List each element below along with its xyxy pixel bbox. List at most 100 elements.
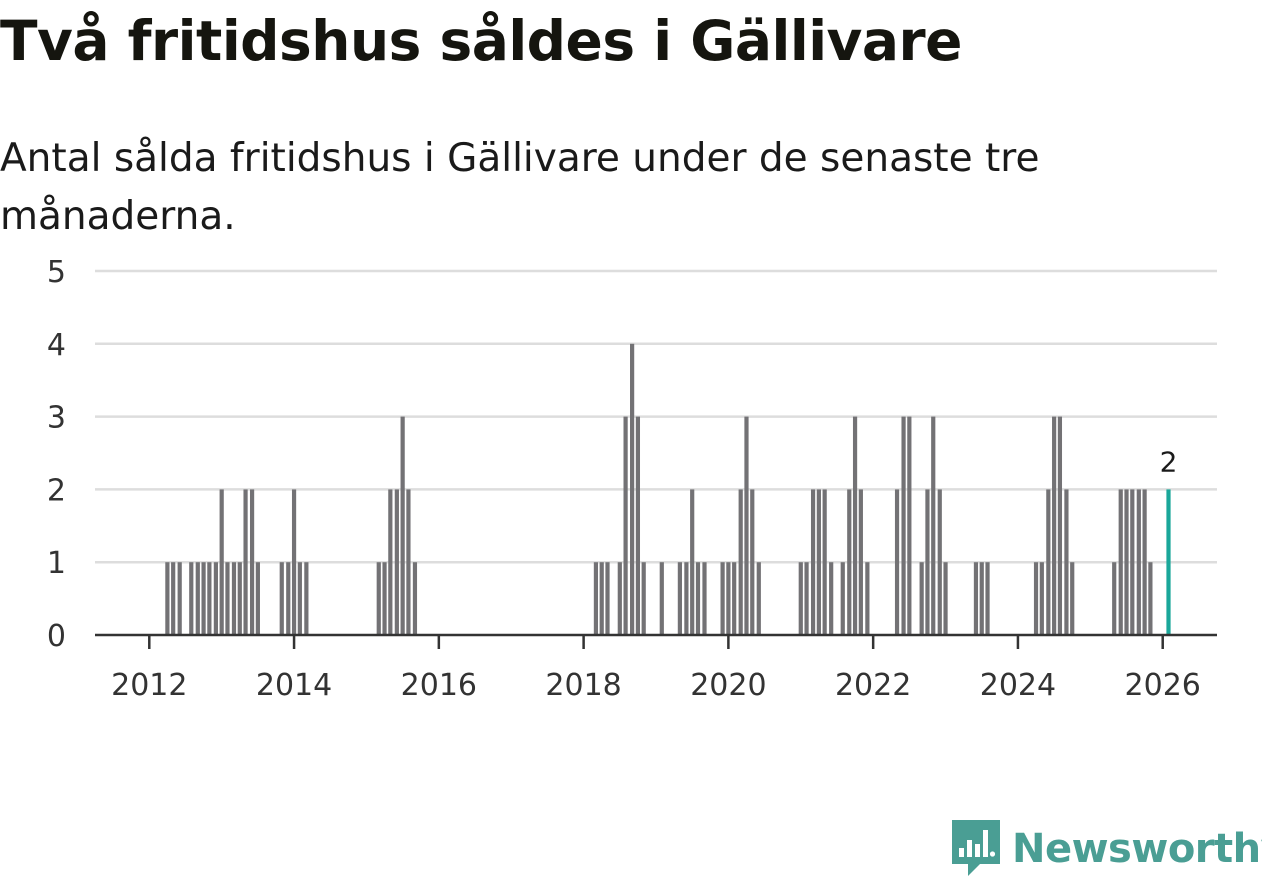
bar [726, 562, 731, 635]
bar [207, 562, 212, 635]
bar [858, 489, 863, 635]
bar [985, 562, 990, 635]
bar-highlight [1166, 489, 1171, 635]
bars [165, 343, 1171, 635]
gridlines [95, 269, 1217, 564]
bar [937, 489, 942, 635]
bar [750, 489, 755, 635]
bar [1070, 562, 1075, 635]
bar [804, 562, 809, 635]
brand-logo: Newsworthy [950, 818, 1262, 880]
bar [695, 562, 701, 635]
bar [840, 562, 845, 635]
bar [189, 562, 194, 635]
chart-subtitle: Antal sålda fritidshus i Gällivare under… [0, 136, 1040, 239]
bar [798, 562, 803, 635]
bar [925, 489, 930, 635]
x-tick-label: 2022 [835, 668, 911, 703]
bar [810, 489, 816, 635]
bar [201, 562, 206, 635]
bar [1033, 562, 1039, 635]
bar [388, 489, 393, 635]
bar [756, 562, 761, 635]
labels: 0 1 2 3 4 5 2 2012 2014 2016 2018 2020 2022 2024 2026 [47, 255, 1201, 703]
chart-title: Två fritidshus såldes i Gällivare [0, 9, 962, 73]
bar [931, 416, 936, 635]
bar [291, 489, 297, 635]
bar [213, 562, 218, 635]
bar [286, 562, 291, 635]
bar [376, 562, 381, 635]
bar [732, 562, 737, 635]
bar [720, 562, 725, 635]
bar [1064, 489, 1069, 635]
x-tick-label: 2018 [545, 668, 621, 703]
bar [623, 416, 628, 635]
bar [847, 489, 852, 635]
bar [919, 562, 924, 635]
bar [412, 562, 418, 635]
bar [738, 489, 743, 635]
bar [593, 562, 599, 635]
bar [822, 489, 827, 635]
bar [219, 489, 224, 635]
bar [1130, 489, 1135, 635]
bar [1142, 489, 1147, 635]
x-tick-label: 2016 [401, 668, 477, 703]
bar [907, 416, 912, 635]
bar [744, 416, 749, 635]
bar [249, 489, 255, 635]
bar [702, 562, 707, 635]
bar [195, 562, 200, 635]
bar [382, 562, 387, 635]
x-tick-label: 2024 [980, 668, 1056, 703]
bar [1046, 489, 1051, 635]
bar [865, 562, 870, 635]
bar [394, 489, 399, 635]
bar [630, 343, 635, 635]
x-tick-label: 2012 [111, 668, 187, 703]
bar [297, 562, 302, 635]
bar [1057, 416, 1063, 635]
y-tick-label: 2 [47, 473, 66, 508]
y-tick-label: 1 [47, 546, 66, 581]
bar [599, 562, 604, 635]
bar [852, 416, 858, 635]
bar [684, 562, 689, 635]
bar [255, 562, 260, 635]
data-label-latest: 2 [1160, 445, 1178, 478]
bar [231, 562, 237, 635]
bar [829, 562, 834, 635]
bar [1112, 562, 1117, 635]
bar [400, 416, 405, 635]
x-tick-label: 2026 [1125, 668, 1201, 703]
axes [95, 633, 1217, 649]
bar [943, 562, 948, 635]
y-tick-label: 3 [47, 401, 66, 436]
bar [901, 416, 906, 635]
x-tick-label: 2014 [256, 668, 332, 703]
bar [243, 489, 248, 635]
bar [605, 562, 610, 635]
bar [1052, 416, 1057, 635]
bar [304, 562, 309, 635]
bar [1039, 562, 1044, 635]
bar [279, 562, 284, 635]
bar [171, 562, 176, 635]
bar [641, 562, 646, 635]
bar [1124, 489, 1129, 635]
y-tick-label: 4 [47, 328, 66, 363]
bar [690, 489, 695, 635]
bar [894, 489, 900, 635]
newsworthy-logo-icon [952, 820, 1000, 876]
bar [659, 562, 664, 635]
bar [177, 562, 182, 635]
bar [973, 562, 979, 635]
bar [1148, 562, 1153, 635]
bar [225, 562, 230, 635]
bar [1118, 489, 1123, 635]
bar [816, 489, 821, 635]
bar [979, 562, 984, 635]
brand-name: Newsworthy [1012, 826, 1262, 872]
y-tick-label: 0 [47, 619, 66, 654]
